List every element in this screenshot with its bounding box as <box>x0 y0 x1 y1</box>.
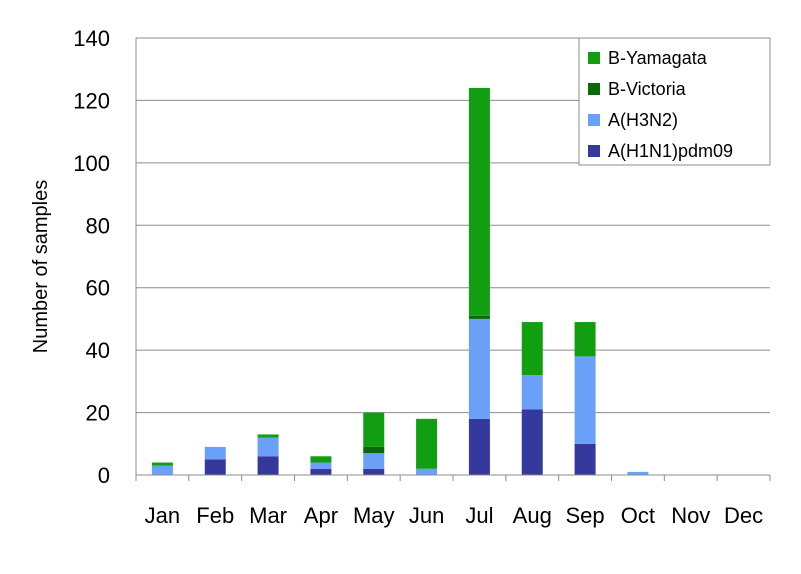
x-tick-label: Jun <box>409 503 444 528</box>
bar-segment <box>257 456 279 475</box>
x-tick-label: Apr <box>304 503 338 528</box>
legend-box <box>578 37 771 166</box>
y-tick-label: 120 <box>73 88 110 113</box>
y-tick-label: 20 <box>86 401 110 426</box>
bar-segment <box>363 453 385 469</box>
bar-segment <box>151 465 173 475</box>
bar-segment <box>257 434 279 438</box>
bar-segment <box>627 471 649 475</box>
gridlines <box>136 37 770 414</box>
legend-entry: A(H1N1)pdm09 <box>608 141 733 161</box>
x-tick-label: May <box>353 503 395 528</box>
x-tick-label: Feb <box>196 503 234 528</box>
bar-segment <box>468 318 490 419</box>
bar-segment <box>521 409 543 475</box>
y-tick-label: 60 <box>86 276 110 301</box>
bar-segment <box>310 468 332 475</box>
y-tick-label: 40 <box>86 338 110 363</box>
x-tick-label: Nov <box>671 503 710 528</box>
legend-swatch <box>588 114 600 126</box>
bar-segment <box>521 375 543 410</box>
y-tick-label: 80 <box>86 213 110 238</box>
x-tick-label: Sep <box>566 503 605 528</box>
bar-segment <box>416 418 438 469</box>
bar-segment <box>416 468 438 475</box>
y-axis-title: Number of samples <box>30 180 52 353</box>
legend-swatch <box>588 145 600 157</box>
x-tick-label: Dec <box>724 503 763 528</box>
bar-segment <box>468 87 490 316</box>
bar-segment <box>574 443 596 475</box>
legend-swatch <box>588 52 600 64</box>
bar-segment <box>310 462 332 469</box>
bar-segment <box>204 446 226 460</box>
x-tick-label: Aug <box>513 503 552 528</box>
y-tick-labels: 0 20 40 60 80 100 120 140 <box>73 26 110 488</box>
y-tick-label: 140 <box>73 26 110 51</box>
bar-segment <box>363 468 385 475</box>
bar-segment <box>151 462 173 466</box>
bar-segment <box>204 459 226 475</box>
x-tick-label: Oct <box>621 503 655 528</box>
y-tick-label: 100 <box>73 151 110 176</box>
bar-segment <box>363 412 385 447</box>
x-tick-labels: Jan Feb Mar Apr May Jun Jul Aug Sep Oct Nov Dec <box>145 503 763 528</box>
x-tick-label: Mar <box>249 503 287 528</box>
bar-segment <box>574 356 596 444</box>
x-tick-label: Jan <box>145 503 180 528</box>
legend-entry: B-Yamagata <box>608 48 708 68</box>
bar-segment <box>521 322 543 376</box>
bars <box>151 87 649 475</box>
y-tick-label: 0 <box>98 463 110 488</box>
bar-segment <box>310 456 332 463</box>
bar-segment <box>363 446 385 454</box>
axes <box>135 38 771 481</box>
bar-segment <box>468 315 490 319</box>
legend-swatch <box>588 83 600 95</box>
legend-entry: B-Victoria <box>608 79 687 99</box>
bar-segment <box>574 322 596 357</box>
legend: B-Yamagata B-Victoria A(H3N2) A(H1N1)pdm09 <box>578 37 771 166</box>
legend-entry: A(H3N2) <box>608 110 678 130</box>
x-tick-label: Jul <box>465 503 493 528</box>
bar-segment <box>468 418 490 475</box>
bar-segment <box>257 437 279 457</box>
